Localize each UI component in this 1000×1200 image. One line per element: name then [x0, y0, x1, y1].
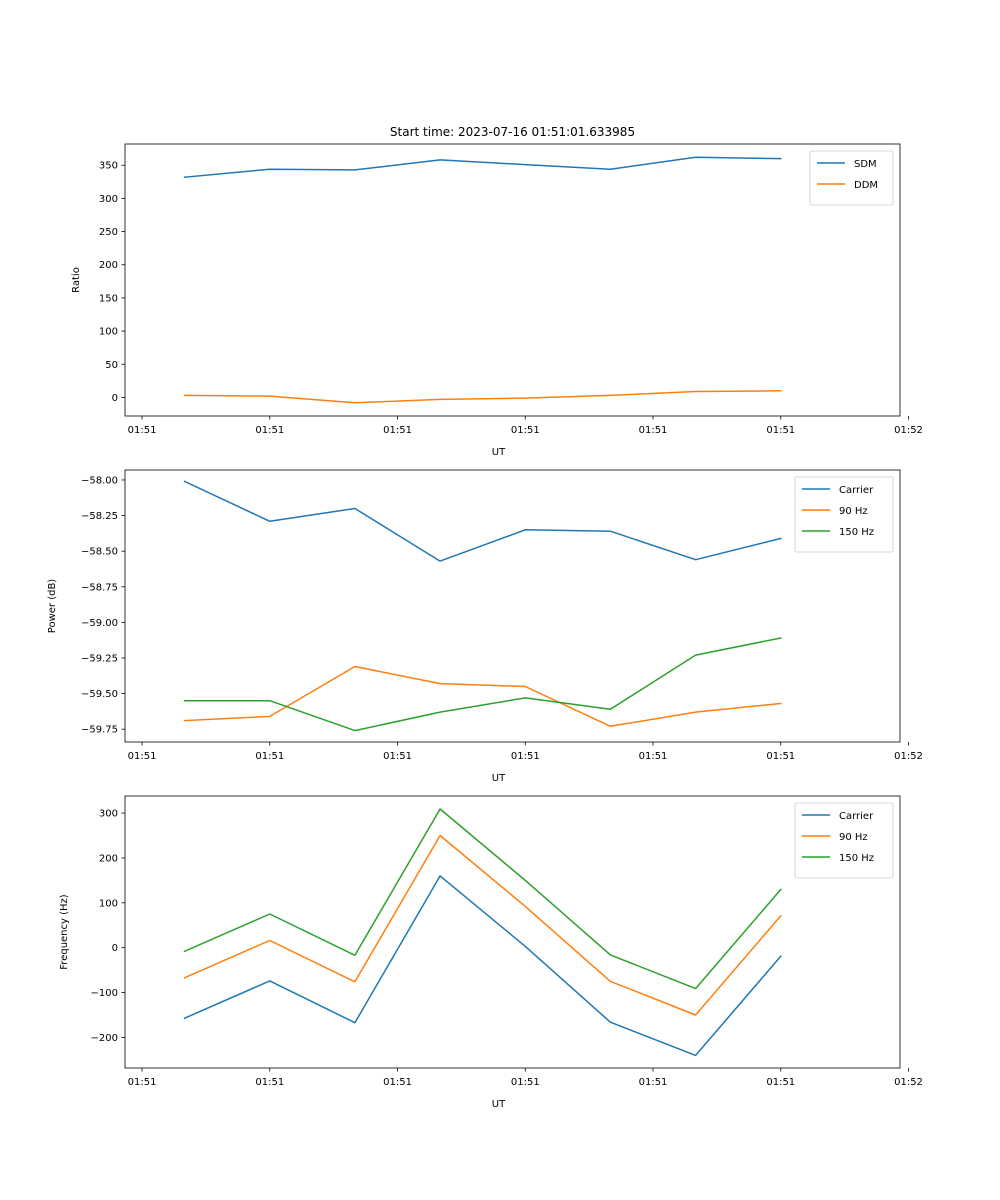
- y-tick-label: 150: [99, 293, 118, 304]
- series-line-150-hz: [183, 808, 782, 990]
- x-tick-label: 01:51: [511, 425, 540, 436]
- x-tick-label: 01:51: [255, 751, 284, 762]
- x-tick-label: 01:51: [639, 425, 668, 436]
- y-tick-label: −200: [91, 1033, 118, 1044]
- x-tick-label: 01:51: [511, 1077, 540, 1088]
- chart-title: Start time: 2023-07-16 01:51:01.633985: [390, 125, 635, 139]
- y-tick-label: 100: [99, 327, 118, 338]
- x-tick-label: 01:52: [894, 751, 923, 762]
- legend-label: 150 Hz: [839, 527, 874, 538]
- legend-label: Carrier: [839, 811, 874, 822]
- legend: Carrier 90 Hz 150 Hz: [794, 802, 894, 879]
- legend-label: 90 Hz: [839, 506, 868, 517]
- y-tick-label: 250: [99, 227, 118, 238]
- x-tick-label: 01:51: [766, 1077, 795, 1088]
- y-tick-label: 0: [112, 393, 118, 404]
- x-axis-label: UT: [492, 447, 506, 458]
- chart-3: 01:51 01:51 01:51 01:51 01:51 01:51 01:52 −200 −…: [59, 795, 923, 1110]
- y-tick-label: −58.75: [81, 582, 118, 593]
- x-tick-label: 01:52: [894, 1077, 923, 1088]
- legend-box: [794, 476, 894, 553]
- y-tick-label: 200: [99, 853, 118, 864]
- x-tick-label: 01:51: [383, 425, 412, 436]
- chart-2: 01:51 01:51 01:51 01:51 01:51 01:51 01:52 −59.7…: [47, 469, 923, 784]
- legend-label: 90 Hz: [839, 832, 868, 843]
- legend: SDM DDM: [809, 150, 894, 206]
- x-tick-label: 01:51: [639, 1077, 668, 1088]
- series-line-ddm: [183, 390, 782, 404]
- legend-label: SDM: [854, 159, 877, 170]
- x-axis-label: UT: [492, 773, 506, 784]
- axes-frame: [124, 143, 901, 417]
- y-tick-label: 300: [99, 809, 118, 820]
- x-tick-label: 01:51: [383, 1077, 412, 1088]
- legend-label: Carrier: [839, 485, 874, 496]
- legend-box: [794, 802, 894, 879]
- series-line-carrier: [183, 875, 782, 1057]
- y-tick-label: 200: [99, 260, 118, 271]
- series-line-carrier: [183, 480, 782, 562]
- x-tick-label: 01:51: [383, 751, 412, 762]
- y-axis-label: Frequency (Hz): [59, 894, 70, 970]
- y-tick-label: −59.75: [81, 725, 118, 736]
- x-tick-label: 01:51: [128, 425, 157, 436]
- y-tick-label: 100: [99, 898, 118, 909]
- y-tick-label: −58.50: [81, 547, 118, 558]
- axes-frame: [124, 469, 901, 743]
- x-axis-label: UT: [492, 1099, 506, 1110]
- x-tick-label: 01:51: [639, 751, 668, 762]
- x-tick-label: 01:51: [766, 751, 795, 762]
- x-tick-label: 01:51: [255, 1077, 284, 1088]
- y-axis-label: Power (dB): [47, 579, 58, 634]
- x-tick-label: 01:51: [128, 1077, 157, 1088]
- y-axis-label: Ratio: [71, 267, 82, 293]
- series-line-150-hz: [183, 637, 782, 732]
- y-tick-label: 350: [99, 161, 118, 172]
- axes-frame: [124, 795, 901, 1069]
- y-tick-label: −58.25: [81, 511, 118, 522]
- y-tick-label: −59.25: [81, 653, 118, 664]
- y-tick-label: 50: [105, 360, 118, 371]
- x-tick-label: 01:51: [511, 751, 540, 762]
- x-tick-label: 01:51: [128, 751, 157, 762]
- y-tick-label: 300: [99, 194, 118, 205]
- legend-label: DDM: [854, 180, 878, 191]
- legend: Carrier 90 Hz 150 Hz: [794, 476, 894, 553]
- x-tick-label: 01:52: [894, 425, 923, 436]
- series-line-90-hz: [183, 665, 782, 728]
- chart-1: 01:51 01:51 01:51 01:51 01:51 01:51 01:52 0 50 10…: [71, 125, 923, 458]
- y-tick-label: −100: [91, 988, 118, 999]
- y-tick-label: −59.50: [81, 689, 118, 700]
- legend-label: 150 Hz: [839, 853, 874, 864]
- series-line-sdm: [183, 156, 782, 179]
- x-tick-label: 01:51: [255, 425, 284, 436]
- legend-box: [809, 150, 894, 206]
- x-tick-label: 01:51: [766, 425, 795, 436]
- y-tick-label: −58.00: [81, 475, 118, 486]
- series-line-90-hz: [183, 834, 782, 1016]
- y-tick-label: 0: [112, 943, 118, 954]
- y-tick-label: −59.00: [81, 618, 118, 629]
